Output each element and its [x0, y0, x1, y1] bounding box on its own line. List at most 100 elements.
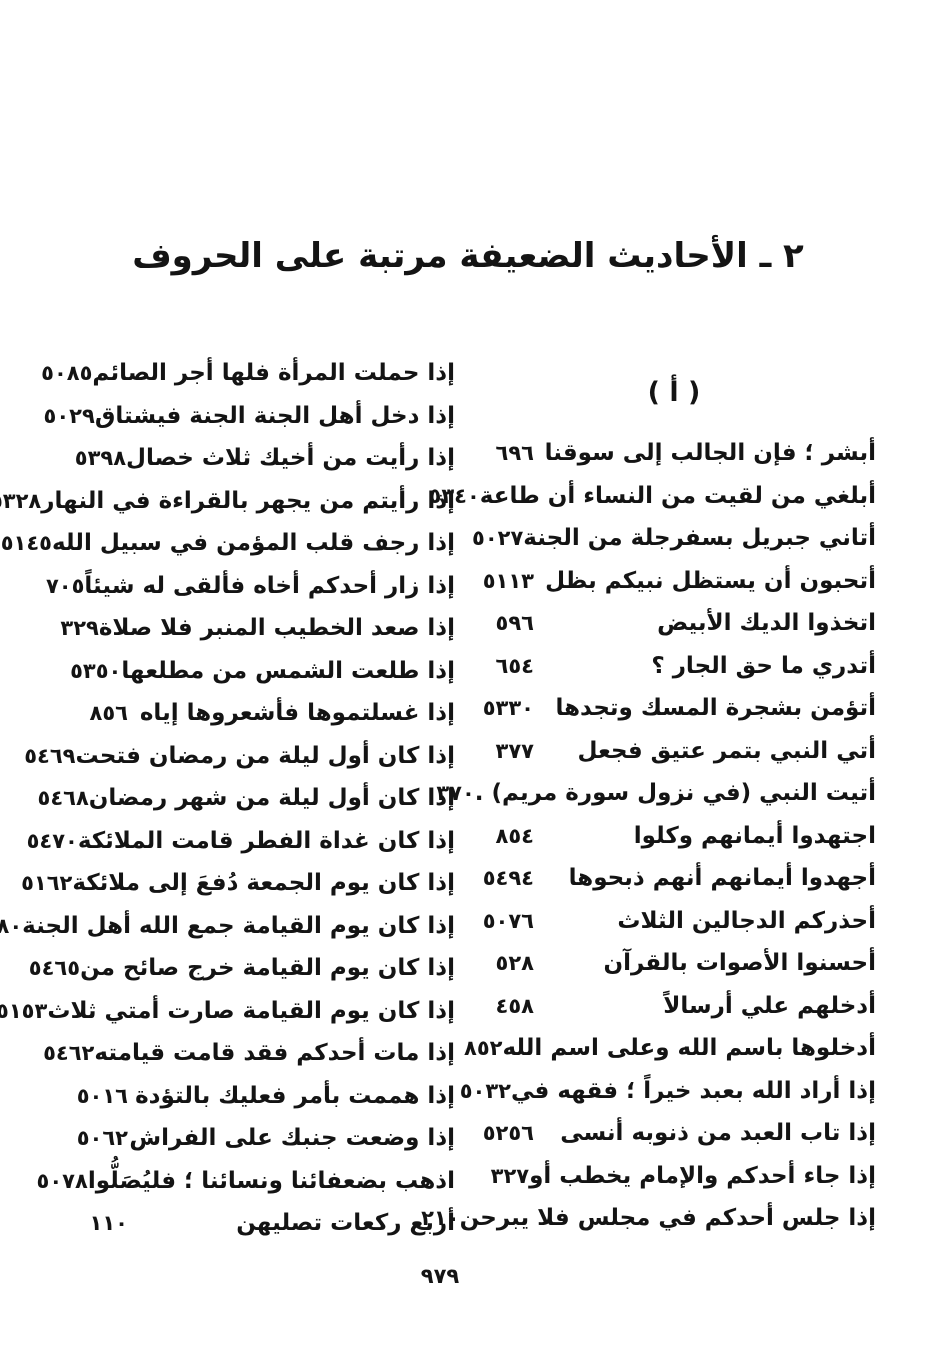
- hadith-page-number: ٧٠٥: [45, 573, 85, 598]
- hadith-page-number: ٥٣٣٠: [482, 696, 534, 721]
- index-entry: إذا مات أحدكم فقد قامت قيامته ٥٤٦٢: [43, 1032, 455, 1075]
- index-column-left: إذا حملت المرأة فلها أجر الصائم ٥٠٨٥ إذا…: [0, 352, 456, 1245]
- hadith-text: أدخلوها باسم الله وعلى اسم الله: [502, 1035, 876, 1062]
- index-entry: إذا كان أول ليلة من رمضان فتحت ٥٤٦٩: [24, 735, 455, 778]
- hadith-text: إذا طلعت الشمس من مطلعها: [121, 657, 455, 684]
- hadith-text: أدخلهم علي أرسالاً: [663, 992, 876, 1019]
- index-entry: إذا طلعت الشمس من مطلعها ٥٣٥٠: [66, 650, 455, 693]
- index-entry: إذا دخل أهل الجنة الجنة فيشتاق ٥٠٢٩: [44, 395, 455, 438]
- hadith-page-number: ٥٢٥٦: [482, 1121, 534, 1146]
- index-column-right: ( أ ) أبشر ؛ فإن الجالب إلى سوقنا ٦٩٦ أب…: [421, 352, 876, 1240]
- hadith-text: إذا دخل أهل الجنة الجنة فيشتاق: [94, 402, 455, 429]
- hadith-text: أربع ركعات تصليهن: [236, 1210, 455, 1237]
- index-entry: أتحبون أن يستظل نبيكم بظل ٥١١٣: [472, 560, 876, 603]
- index-entry: أتؤمن بشجرة المسك وتجدها ٥٣٣٠: [472, 687, 876, 730]
- index-entry: أتيت النبي (في نزول سورة مريم) . ٣٧٠: [436, 772, 876, 815]
- index-entry: أدخلوها باسم الله وعلى اسم الله ٨٥٢: [464, 1027, 876, 1070]
- index-entry: إذا وضعت جنبك على الفراش ٥٠٦٢: [66, 1117, 455, 1160]
- hadith-text: إذا كان أول ليلة من شهر رمضان: [88, 785, 455, 812]
- hadith-text: اتخذوا الديك الأبيض: [657, 610, 876, 637]
- hadith-text: إذا هممت بأمر فعليك بالتؤدة: [135, 1082, 455, 1109]
- hadith-page-number: ٥٣٩٨: [74, 446, 127, 471]
- index-entry: إذا كان يوم الجمعة دُفعَ إلى ملائكة ٥١٦٢: [21, 862, 455, 905]
- index-entry: إذا هممت بأمر فعليك بالتؤدة ٥٠١٦: [66, 1075, 455, 1118]
- index-entry: إذا رأيت من أخيك ثلاث خصال ٥٣٩٨: [66, 437, 455, 480]
- hadith-page-number: ٣٢٧: [490, 1163, 530, 1188]
- hadith-page-number: ٥٤٦٥: [28, 956, 81, 981]
- hadith-text: إذا كان يوم القيامة جمع الله أهل الجنة: [22, 912, 455, 939]
- hadith-text: إذا جاء أحدكم والإمام يخطب أو: [529, 1162, 876, 1189]
- hadith-page-number: ١١٠: [89, 1211, 128, 1236]
- page-number: ٩٧٩: [420, 1264, 460, 1288]
- hadith-text: إذا رجف قلب المؤمن في سبيل الله: [51, 530, 455, 557]
- hadith-text: إذا تاب العبد من ذنوبه أنسى: [560, 1120, 876, 1147]
- index-entry: إذا كان غداة الفطر قامت الملائكة ٥٤٧٠: [27, 820, 455, 863]
- index-entry: أحسنوا الأصوات بالقرآن ٥٢٨: [472, 942, 876, 985]
- hadith-text: إذا كان غداة الفطر قامت الملائكة: [77, 827, 455, 854]
- hadith-text: أجهدوا أيمانهم أنهم ذبحوها: [568, 865, 876, 892]
- hadith-page-number: ٥٤٩٤: [482, 866, 534, 891]
- hadith-page-number: ٥٤٦٨: [37, 786, 89, 811]
- hadith-text: إذا كان يوم الجمعة دُفعَ إلى ملائكة: [72, 870, 455, 897]
- index-entry: أتدري ما حق الجار ؟ ٦٥٤: [472, 645, 876, 688]
- hadith-page-number: ٥٠٣٢: [459, 1078, 511, 1103]
- hadith-page-number: ٢١٠: [421, 1206, 460, 1231]
- hadith-page-number: ٥٣٤٠: [428, 483, 480, 508]
- hadith-page-number: ٥٠١٦: [76, 1083, 128, 1108]
- hadith-text: إذا حملت المرأة فلها أجر الصائم: [92, 360, 455, 387]
- index-entry: إذا كان يوم القيامة خرج صائح من ٥٤٦٥: [29, 947, 455, 990]
- hadith-text: إذا زار أحدكم أخاه فألقى له شيئاً: [84, 572, 455, 599]
- hadith-page-number: ٣٧٧: [495, 738, 534, 763]
- hadith-page-number: ٨٥٤: [495, 823, 534, 848]
- index-entry: إذا تاب العبد من ذنوبه أنسى ٥٢٥٦: [472, 1112, 876, 1155]
- hadith-page-number: ٥١٤٥: [0, 531, 52, 556]
- hadith-text: إذا كان أول ليلة من رمضان فتحت: [75, 742, 455, 769]
- index-entry: أدخلهم علي أرسالاً ٤٥٨: [472, 985, 876, 1028]
- hadith-page-number: ٥١٥٣: [0, 998, 48, 1023]
- hadith-page-number: ٥٠٧٨: [36, 1168, 88, 1193]
- hadith-text: أتاني جبريل بسفرجلة من الجنة: [523, 525, 876, 552]
- hadith-page-number: ٥٠٢٧: [472, 526, 524, 551]
- hadith-text: اجتهدوا أيمانهم وكلوا: [633, 822, 876, 849]
- hadith-page-number: ٥٠٦٢: [76, 1126, 128, 1151]
- index-entry: إذا صعد الخطيب المنبر فلا صلاة ٣٢٩: [60, 607, 455, 650]
- hadith-page-number: ٥٣٢٨: [0, 488, 42, 513]
- hadith-page-number: ٥٠٢٩: [43, 403, 95, 428]
- hadith-text: إذا صعد الخطيب المنبر فلا صلاة: [98, 615, 455, 642]
- hadith-page-number: ٤٥٨: [495, 993, 534, 1018]
- index-entry: إذا حملت المرأة فلها أجر الصائم ٥٠٨٥: [41, 352, 455, 395]
- hadith-text: أتحبون أن يستظل نبيكم بظل: [545, 567, 876, 594]
- index-entry: اجتهدوا أيمانهم وكلوا ٨٥٤: [472, 815, 876, 858]
- index-entry: أجهدوا أيمانهم أنهم ذبحوها ٥٤٩٤: [472, 857, 876, 900]
- index-entry: إذا أراد الله بعبد خيراً ؛ فقهه في ٥٠٣٢: [460, 1070, 876, 1113]
- index-entry: إذا رأيتم من يجهر بالقراءة في النهار ٥٣٢…: [0, 480, 455, 523]
- hadith-page-number: ٥٢٨٠: [0, 913, 23, 938]
- hadith-text: إذا كان يوم القيامة خرج صائح من: [80, 955, 455, 982]
- hadith-text: أحذركم الدجالين الثلاث: [617, 907, 876, 934]
- index-entry: إذا غسلتموها فأشعروها إياه ٨٥٦: [66, 692, 455, 735]
- hadith-page-number: ٥١٦٢: [21, 871, 73, 896]
- hadith-page-number: ٥٠٧٦: [482, 908, 534, 933]
- hadith-page-number: ٨٥٢: [464, 1036, 503, 1061]
- hadith-text: أتيت النبي (في نزول سورة مريم) .: [474, 780, 876, 807]
- hadith-text: أحسنوا الأصوات بالقرآن: [603, 950, 876, 977]
- index-entry: إذا جلس أحدكم في مجلس فلا يبرحن ٢١٠: [421, 1197, 876, 1240]
- hadith-text: إذا مات أحدكم فقد قامت قيامته: [94, 1040, 455, 1067]
- hadith-page-number: ٥٩٦: [495, 611, 534, 636]
- index-entry: اذهب بضعفائنا ونسائنا ؛ فليُصَلُّوا ٥٠٧٨: [37, 1160, 455, 1203]
- hadith-text: إذا جلس أحدكم في مجلس فلا يبرحن: [459, 1205, 876, 1232]
- index-entry: أربع ركعات تصليهن ١١٠: [66, 1202, 455, 1245]
- hadith-text: إذا غسلتموها فأشعروها إياه: [139, 700, 455, 727]
- index-entry: إذا كان أول ليلة من شهر رمضان ٥٤٦٨: [38, 777, 456, 820]
- index-entry: أتي النبي بتمر عتيق فجعل ٣٧٧: [472, 730, 876, 773]
- index-entry: أتاني جبريل بسفرجلة من الجنة ٥٠٢٧: [472, 517, 876, 560]
- index-entry: أبشر ؛ فإن الجالب إلى سوقنا ٦٩٦: [472, 432, 876, 475]
- hadith-text: اذهب بضعفائنا ونسائنا ؛ فليُصَلُّوا: [87, 1167, 455, 1194]
- hadith-page-number: ٥٣٥٠: [70, 658, 122, 683]
- hadith-page-number: ٦٩٦: [495, 441, 534, 466]
- index-entry: إذا زار أحدكم أخاه فألقى له شيئاً ٧٠٥: [46, 565, 455, 608]
- hadith-page-number: ٦٥٤: [495, 653, 534, 678]
- index-entry: إذا جاء أحدكم والإمام يخطب أو ٣٢٧: [472, 1155, 876, 1198]
- hadith-page-number: ٥١١٣: [482, 568, 534, 593]
